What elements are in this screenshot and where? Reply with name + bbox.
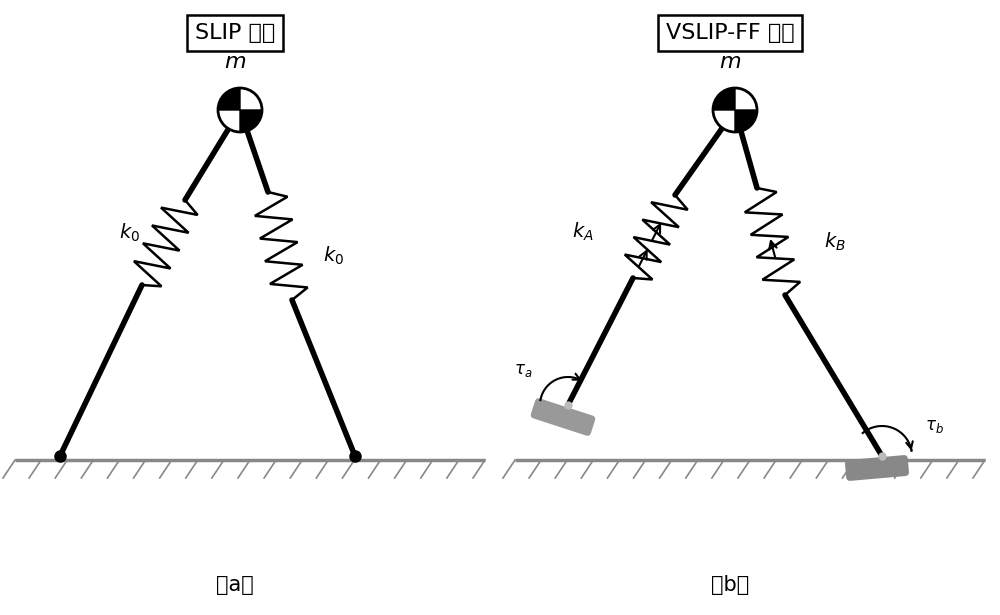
Circle shape xyxy=(218,88,262,132)
Wedge shape xyxy=(240,110,262,132)
Circle shape xyxy=(713,88,757,132)
Text: SLIP 模型: SLIP 模型 xyxy=(195,23,275,43)
FancyBboxPatch shape xyxy=(531,399,595,436)
Text: （b）: （b） xyxy=(711,575,749,595)
Wedge shape xyxy=(218,88,240,110)
FancyBboxPatch shape xyxy=(845,455,909,481)
Text: $k_0$: $k_0$ xyxy=(119,221,141,244)
Wedge shape xyxy=(735,110,757,132)
Text: $k_A$: $k_A$ xyxy=(572,220,594,243)
Text: $k_B$: $k_B$ xyxy=(824,231,846,253)
Wedge shape xyxy=(713,88,735,110)
Text: $\tau_a$: $\tau_a$ xyxy=(514,361,532,379)
Text: VSLIP-FF 模型: VSLIP-FF 模型 xyxy=(666,23,794,43)
Text: （a）: （a） xyxy=(216,575,254,595)
Text: $k_0$: $k_0$ xyxy=(323,245,345,267)
Text: $\tau_b$: $\tau_b$ xyxy=(925,417,943,435)
Text: $m$: $m$ xyxy=(719,52,741,72)
Text: $m$: $m$ xyxy=(224,52,246,72)
